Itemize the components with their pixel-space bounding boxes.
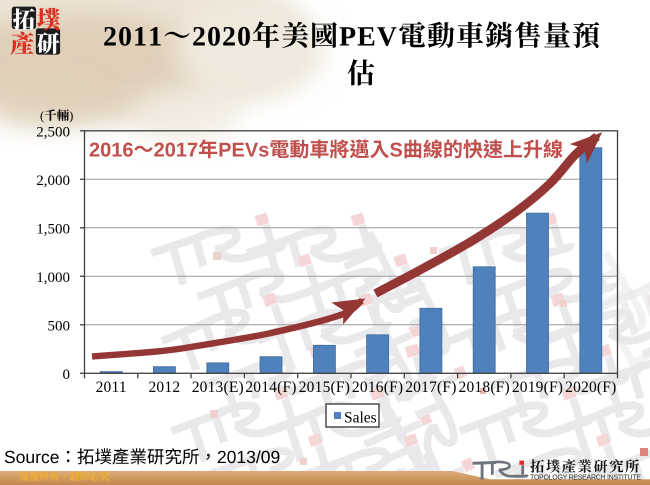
svg-text:2019(F): 2019(F) [512, 379, 563, 396]
svg-text:2018(F): 2018(F) [459, 379, 510, 396]
svg-text:2012: 2012 [148, 379, 180, 396]
svg-text:2,500: 2,500 [36, 125, 70, 141]
svg-text:2014(F): 2014(F) [245, 379, 296, 396]
svg-text:1,500: 1,500 [36, 222, 70, 238]
svg-text:2,000: 2,000 [36, 173, 70, 189]
svg-text:Sales: Sales [344, 409, 377, 426]
svg-text:2011: 2011 [96, 379, 127, 396]
svg-text:1,000: 1,000 [36, 270, 70, 286]
svg-text:2013(E): 2013(E) [192, 379, 244, 396]
svg-text:2020(F): 2020(F) [565, 379, 616, 396]
svg-text:2017(F): 2017(F) [405, 379, 456, 396]
svg-text:500: 500 [48, 319, 71, 335]
svg-text:0: 0 [63, 367, 71, 383]
svg-text:2016(F): 2016(F) [352, 379, 403, 396]
svg-text:TOPOLOGY RESEARCH INSTITUTE: TOPOLOGY RESEARCH INSTITUTE [530, 474, 641, 481]
svg-text:2015(F): 2015(F) [299, 379, 350, 396]
